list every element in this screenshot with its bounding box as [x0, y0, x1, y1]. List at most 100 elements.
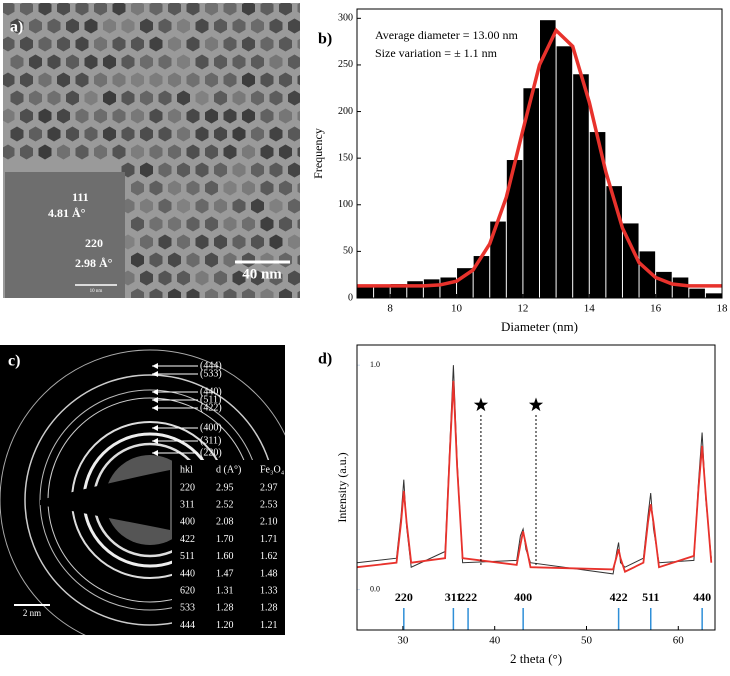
x-tick-label: 10	[451, 303, 463, 315]
particle	[177, 54, 190, 70]
particle	[177, 18, 190, 34]
particle	[297, 182, 300, 194]
particle	[214, 162, 227, 178]
peak-label: 440	[693, 590, 711, 604]
particle	[195, 126, 209, 142]
particle	[186, 252, 200, 268]
particle	[149, 288, 163, 298]
table-cell: 422	[180, 534, 195, 545]
particle	[140, 162, 153, 178]
particle	[205, 72, 218, 88]
particle	[195, 18, 209, 34]
spacing-label: 4.81 Å°	[48, 206, 86, 220]
arrow-head	[152, 425, 158, 431]
peak-label: 311	[445, 590, 462, 604]
particle	[279, 180, 292, 196]
particle	[205, 288, 218, 298]
bar	[573, 74, 589, 299]
panel-label: b)	[318, 31, 332, 48]
particle	[158, 162, 172, 178]
particle	[84, 126, 98, 142]
particle	[149, 108, 163, 124]
particle	[149, 3, 163, 16]
particle	[260, 288, 274, 298]
particle	[269, 90, 283, 106]
peak-label: 422	[610, 590, 628, 604]
particle	[307, 91, 320, 106]
particle	[103, 126, 116, 142]
particle	[260, 144, 274, 160]
table-cell: 1.31	[216, 585, 234, 596]
particle	[149, 36, 163, 52]
particle	[75, 3, 89, 16]
particle	[121, 126, 135, 142]
particle	[94, 108, 107, 124]
particle	[232, 18, 246, 34]
particle	[38, 3, 52, 16]
table-cell: 2.53	[260, 499, 278, 510]
table-cell: 1.71	[260, 534, 278, 545]
particle	[251, 90, 264, 106]
ring-label: (400)	[200, 422, 222, 433]
x-tick-label: 18	[717, 303, 729, 315]
x-tick-label: 30	[397, 635, 409, 647]
table-cell: 1.28	[216, 603, 234, 614]
particle	[168, 252, 181, 268]
particle	[121, 18, 135, 34]
y-tick-label: 100	[338, 199, 353, 210]
ring-label: (311)	[200, 435, 221, 446]
particle	[57, 36, 70, 52]
particle	[242, 108, 255, 124]
particle	[288, 198, 300, 214]
plot-frame	[356, 8, 723, 299]
particle	[177, 90, 190, 106]
particle	[149, 144, 163, 160]
particle	[57, 72, 70, 88]
particle	[260, 72, 274, 88]
particle	[29, 126, 42, 142]
particle	[75, 36, 89, 52]
particle	[3, 3, 15, 16]
particle	[242, 72, 255, 88]
particle	[260, 108, 274, 124]
particle	[168, 180, 181, 196]
bar	[423, 279, 440, 298]
particle	[232, 126, 246, 142]
arrow-head	[152, 438, 158, 444]
particle	[288, 18, 300, 34]
particle	[269, 270, 283, 286]
particle	[269, 162, 283, 178]
particle	[3, 36, 15, 52]
table-cell: 440	[180, 568, 195, 579]
particle	[307, 55, 320, 70]
particle	[223, 108, 237, 124]
arrow-head	[152, 397, 158, 403]
annotation: Average diameter = 13.00 nm	[375, 28, 518, 42]
bar	[589, 132, 606, 298]
bar	[639, 251, 656, 298]
particle	[131, 144, 144, 160]
particle	[20, 108, 33, 124]
particle	[75, 108, 89, 124]
particle	[38, 72, 52, 88]
panel-label: a)	[10, 19, 23, 36]
peak-label: 220	[395, 590, 413, 604]
particle	[66, 18, 79, 34]
particle	[177, 234, 190, 250]
x-axis-label: Diameter (nm)	[501, 319, 578, 334]
particle	[307, 271, 320, 286]
particle	[29, 54, 42, 70]
star	[528, 397, 544, 412]
y-tick-label: 50	[343, 246, 353, 257]
particle	[10, 126, 24, 142]
ring-label: (511)	[200, 394, 221, 405]
particle	[279, 72, 292, 88]
particle	[260, 216, 274, 232]
ring-label: (533)	[200, 368, 222, 379]
particle	[112, 3, 126, 16]
particle	[168, 36, 181, 52]
particle	[186, 36, 200, 52]
particle	[168, 144, 181, 160]
particle	[223, 288, 237, 298]
